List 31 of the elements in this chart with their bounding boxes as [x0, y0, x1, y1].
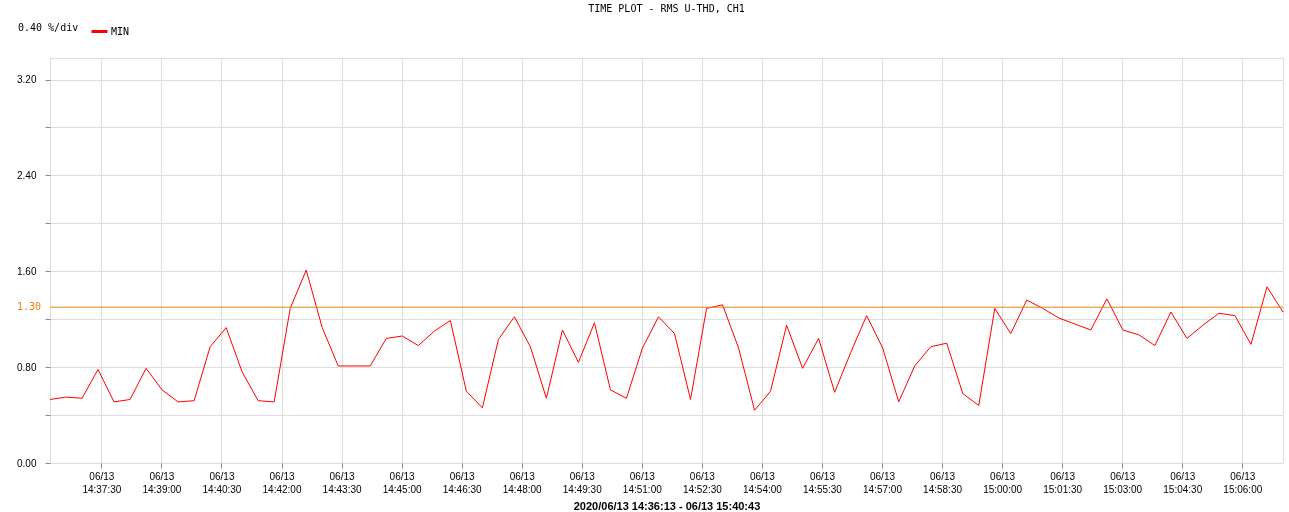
x-tick-label: 06/13 14:46:30: [442, 470, 483, 495]
x-tick-label: 06/13 15:04:30: [1163, 470, 1203, 495]
x-tick-label: 06/13 14:39:00: [142, 470, 182, 495]
y-tick-label: 1.60: [17, 265, 37, 277]
x-tick-label: 06/13 15:06:00: [1223, 470, 1263, 495]
chart-title: TIME PLOT - RMS U-THD, CH1: [588, 3, 745, 14]
x-tick-label: 06/13 14:40:30: [202, 470, 242, 495]
legend-label: MIN: [111, 25, 130, 37]
x-tick-label: 06/13 15:03:00: [1103, 470, 1143, 495]
x-tick-label: 06/13 15:01:30: [1043, 470, 1083, 495]
x-tick-label: 06/13 14:58:30: [923, 470, 963, 495]
y-tick-label: 3.20: [17, 74, 37, 86]
y-tick-label: 0.00: [17, 457, 37, 469]
text: 0.40 %/div: [18, 22, 79, 33]
x-tick-label: 06/13 14:52:30: [682, 470, 723, 495]
x-tick-label: 06/13 14:57:00: [863, 470, 903, 495]
line-series: [49, 269, 1284, 411]
ref-line-label: 1.30: [16, 301, 41, 313]
y-tick-label: 0.80: [17, 361, 37, 373]
x-tick-label: 06/13 14:49:30: [562, 470, 603, 495]
x-tick-label: 06/13 14:51:00: [622, 470, 663, 495]
x-tick-label: 06/13 14:45:00: [382, 470, 423, 495]
x-tick-label: 06/13 15:00:00: [983, 470, 1023, 495]
y-tick-label: 2.40: [17, 169, 37, 181]
x-tick-label: 06/13 14:37:30: [82, 470, 122, 495]
x-tick-label: 06/13 14:54:00: [742, 470, 783, 495]
x-tick-label: 06/13 14:48:00: [502, 470, 543, 495]
x-axis-title: 2020/06/13 14:36:13 - 06/13 15:40:43: [573, 499, 761, 512]
x-tick-label: 06/13 14:42:00: [262, 470, 302, 495]
x-tick-label: 06/13 14:43:30: [322, 470, 362, 495]
x-tick-label: 06/13 14:55:30: [802, 470, 843, 495]
